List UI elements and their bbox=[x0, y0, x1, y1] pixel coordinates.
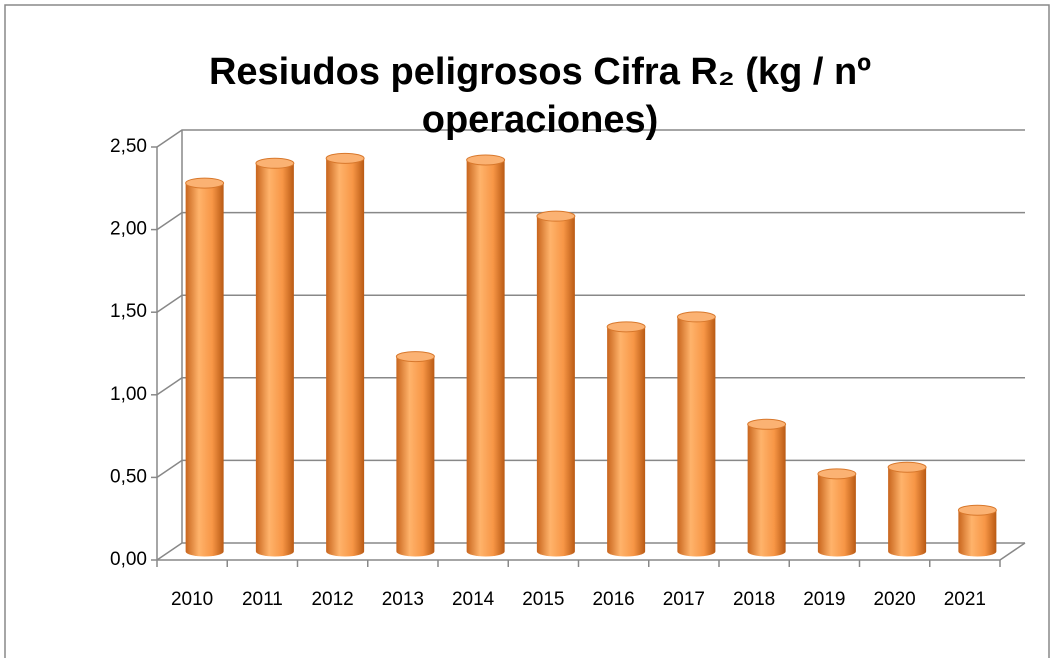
y-tick-label: 2,50 bbox=[110, 136, 147, 157]
bar bbox=[677, 316, 716, 557]
bar-top bbox=[255, 157, 295, 169]
x-tick-label: 2018 bbox=[733, 589, 775, 610]
bar-top bbox=[887, 461, 927, 473]
grid-line bbox=[156, 542, 1025, 561]
bar-top bbox=[395, 351, 435, 363]
x-tick-label: 2015 bbox=[522, 589, 564, 610]
bar bbox=[817, 473, 856, 557]
y-tick-label: 0,50 bbox=[110, 466, 147, 487]
bar bbox=[536, 216, 575, 557]
bar-top bbox=[957, 504, 997, 516]
grid-line bbox=[156, 294, 1025, 313]
y-tick-label: 0,00 bbox=[110, 549, 147, 570]
x-tick-label: 2020 bbox=[873, 589, 915, 610]
x-tick-label: 2021 bbox=[944, 589, 986, 610]
bar bbox=[326, 158, 365, 557]
bar-top bbox=[466, 154, 506, 166]
x-tick-label: 2011 bbox=[242, 589, 283, 610]
grid-line bbox=[156, 129, 1025, 148]
x-tick-label: 2014 bbox=[452, 589, 495, 610]
bar-top bbox=[606, 321, 646, 333]
bar-top bbox=[676, 311, 716, 323]
bar-top bbox=[185, 177, 225, 189]
bar-top bbox=[817, 468, 857, 480]
chart-title: Resiudos peligrosos Cifra R₂ (kg / nº op… bbox=[208, 51, 872, 141]
x-tick-label: 2013 bbox=[382, 589, 424, 610]
bar bbox=[607, 326, 646, 557]
bar-top bbox=[536, 210, 576, 222]
y-tick-label: 2,00 bbox=[110, 219, 147, 240]
bar bbox=[185, 183, 224, 557]
bar bbox=[958, 510, 997, 557]
y-tick-label: 1,50 bbox=[110, 301, 147, 322]
x-tick-label: 2019 bbox=[803, 589, 845, 610]
chart-border bbox=[4, 4, 1050, 658]
bar bbox=[466, 159, 505, 557]
x-tick-label: 2016 bbox=[592, 589, 634, 610]
bar bbox=[396, 356, 435, 557]
x-tick-label: 2017 bbox=[663, 589, 705, 610]
bar-top bbox=[325, 152, 365, 164]
y-tick-label: 1,00 bbox=[110, 384, 147, 405]
grid-line bbox=[156, 459, 1025, 479]
x-tick-label: 2012 bbox=[311, 589, 353, 610]
grid-line bbox=[156, 377, 1025, 396]
x-tick-label: 2010 bbox=[171, 589, 213, 610]
grid-line bbox=[156, 211, 1025, 231]
bar-top bbox=[747, 418, 787, 430]
bar bbox=[255, 163, 294, 557]
bar bbox=[747, 424, 786, 557]
bar bbox=[888, 467, 927, 557]
